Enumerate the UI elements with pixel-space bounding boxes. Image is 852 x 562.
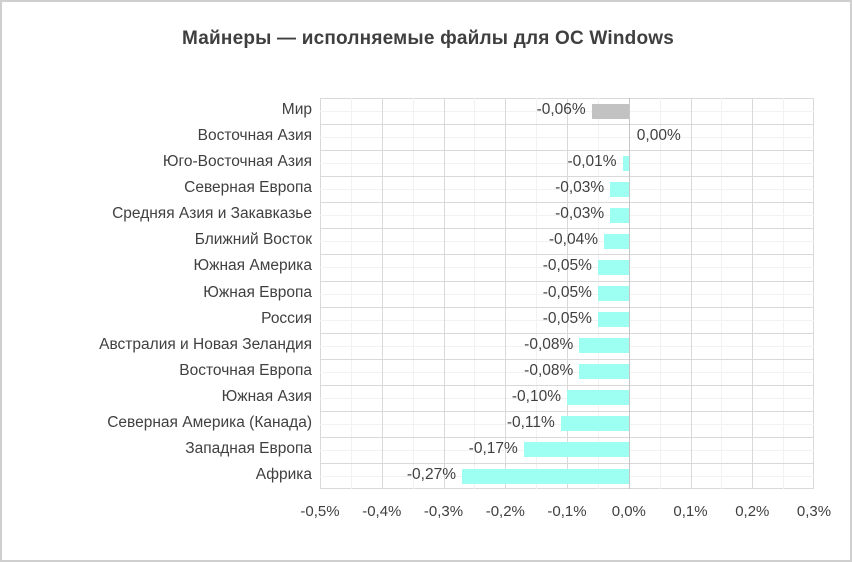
gridline-major-h	[320, 254, 814, 256]
category-label: Восточная Европа	[179, 361, 312, 379]
gridline-major-v	[690, 98, 692, 489]
x-tick-label: 0,3%	[796, 503, 832, 520]
gridline-major-v	[381, 98, 383, 489]
value-label: -0,03%	[555, 205, 605, 223]
category-label: Северная Америка (Канада)	[107, 413, 312, 431]
bar	[604, 233, 629, 249]
x-tick-label: -0,4%	[362, 503, 402, 520]
gridline-major-h	[320, 436, 814, 438]
x-tick-label: 0,2%	[735, 503, 770, 520]
category-label: Средняя Азия и Закавказье	[112, 205, 312, 223]
value-label: -0,11%	[506, 413, 555, 431]
bar	[610, 207, 629, 223]
value-label: -0,08%	[524, 335, 574, 353]
value-label: -0,01%	[567, 153, 617, 171]
x-tick-label: -0,1%	[547, 503, 587, 520]
gridline-major-v	[567, 98, 568, 489]
value-label: -0,17%	[468, 439, 518, 457]
category-label: Западная Европа	[185, 439, 312, 457]
x-tick-label: -0,3%	[423, 503, 464, 520]
bar	[579, 364, 629, 380]
value-label: -0,05%	[542, 309, 592, 327]
category-label: Мир	[281, 101, 312, 118]
bar	[597, 312, 629, 328]
value-label: 0,00%	[636, 127, 681, 145]
gridline-major-h	[320, 124, 814, 126]
value-label: -0,06%	[536, 101, 586, 118]
x-tick-label: 0,0%	[611, 503, 646, 520]
gridline-major-h	[320, 228, 814, 230]
value-label: -0,05%	[542, 283, 592, 301]
gridline-major-h	[320, 280, 814, 282]
gridline-major-h	[320, 176, 814, 178]
category-label: Юго-Восточная Азия	[162, 153, 312, 171]
chart-title: Майнеры — исполняемые файлы для ОС Windo…	[182, 28, 674, 49]
gridline-major-h	[320, 202, 814, 204]
bar	[523, 442, 629, 458]
bar	[597, 286, 629, 301]
category-label: Северная Европа	[184, 179, 312, 197]
gridline-major-h	[320, 332, 814, 334]
value-label: -0,04%	[548, 231, 598, 249]
x-tick-label: -0,5%	[300, 503, 340, 520]
gridline-major-h	[320, 384, 814, 386]
category-label: Восточная Азия	[197, 127, 312, 145]
gridline-major-h	[320, 306, 814, 308]
value-label: -0,10%	[511, 387, 561, 405]
zero-axis-line	[628, 98, 630, 489]
bar	[610, 181, 629, 197]
bar	[579, 338, 629, 354]
value-label: -0,05%	[542, 257, 592, 275]
x-tick-label: -0,2%	[485, 503, 525, 520]
value-label: -0,08%	[524, 361, 574, 379]
category-label: Южная Америка	[193, 257, 312, 275]
bar	[591, 103, 629, 119]
gridline-major-h	[320, 358, 814, 360]
category-label: Австралия и Новая Зеландия	[99, 335, 312, 353]
bar	[597, 259, 629, 275]
bar	[560, 416, 629, 432]
value-label: -0,03%	[555, 179, 605, 197]
category-label: Ближний Восток	[194, 231, 312, 249]
category-label: Южная Европа	[203, 283, 312, 301]
value-label: -0,27%	[406, 466, 456, 483]
gridline-major-h	[320, 150, 814, 152]
gridline-major-h	[320, 462, 814, 464]
gridline-major-h	[320, 410, 814, 412]
gridline-major-v	[752, 98, 754, 489]
x-tick-label: 0,1%	[673, 503, 708, 520]
bar	[567, 390, 629, 406]
category-label: Россия	[261, 309, 312, 327]
gridline-major-v	[443, 98, 445, 489]
category-label: Южная Азия	[221, 387, 312, 405]
bar	[462, 468, 629, 484]
category-label: Африка	[255, 466, 312, 483]
gridline-major-v	[505, 98, 507, 489]
bar	[622, 155, 629, 171]
